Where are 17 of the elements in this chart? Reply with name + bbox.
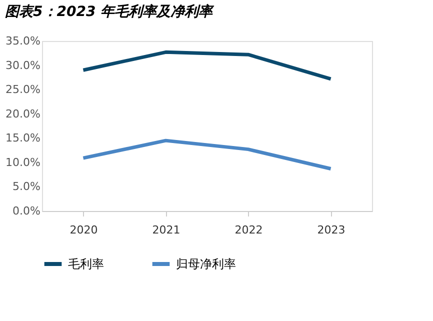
y-tick-label: 0.0% bbox=[12, 204, 40, 218]
y-tick-label: 10.0% bbox=[6, 156, 40, 169]
y-tick-label: 5.0% bbox=[12, 180, 40, 194]
legend-label: 毛利率 bbox=[68, 257, 104, 271]
x-tick-label: 2022 bbox=[234, 224, 263, 236]
y-tick-label: 25.0% bbox=[6, 83, 40, 96]
y-tick-label: 35.0% bbox=[6, 34, 40, 48]
chart-title: 图表5：2023 年毛利率及净利率 bbox=[5, 3, 215, 20]
y-tick-label: 20.0% bbox=[6, 107, 40, 120]
x-tick-label: 2023 bbox=[317, 224, 346, 236]
line-series bbox=[82, 50, 332, 81]
y-tick-label: 15.0% bbox=[6, 132, 40, 145]
line-series bbox=[82, 138, 332, 170]
legend-label: 归母净利率 bbox=[176, 257, 236, 271]
x-tick-label: 2020 bbox=[70, 224, 98, 236]
y-tick-label: 30.0% bbox=[6, 58, 40, 72]
x-tick-label: 2021 bbox=[152, 224, 180, 236]
